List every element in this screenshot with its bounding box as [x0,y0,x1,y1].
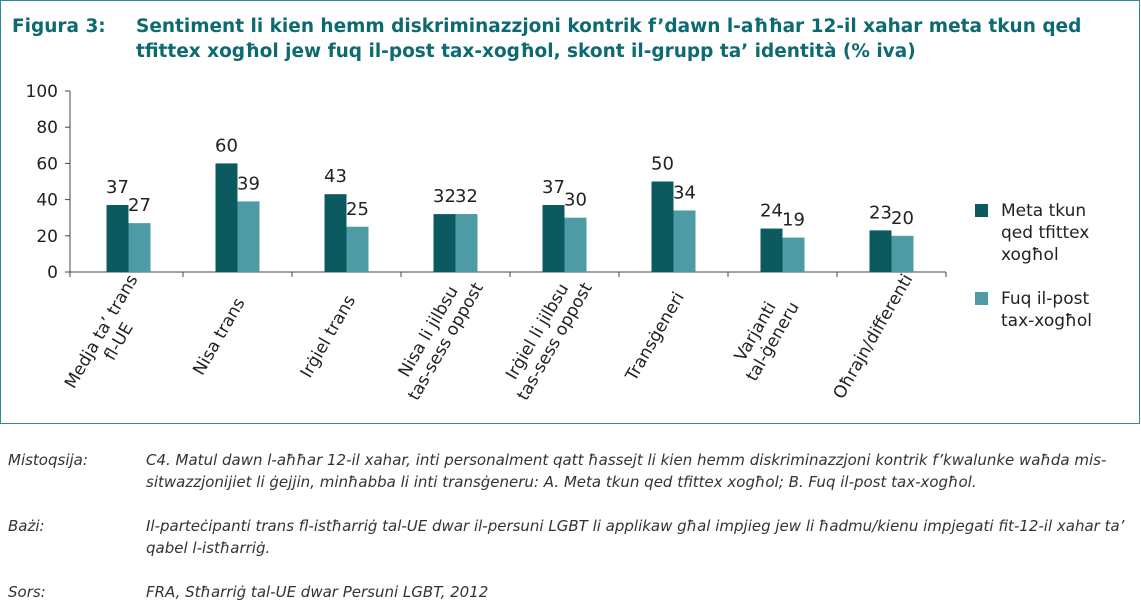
x-tick-label: Varjantital-ġeneru [725,289,804,385]
note: Sors: FRA, Stħarriġ tal-UE dwar Persuni L… [8,581,1131,603]
x-tick-label-line: Nisa trans [189,294,249,378]
note: Bażi: Il-parteċipanti trans fl-istħarriġ … [8,515,1131,559]
y-tick-label: 80 [36,118,58,138]
bar [673,210,696,272]
bar [215,163,238,272]
note-label: Sors: [8,583,46,601]
value-label: 32 [433,186,456,207]
value-label: 32 [455,186,478,207]
value-label: 60 [215,135,238,156]
legend-swatch [975,292,988,305]
x-tick-label: Oħrajn/differenti [830,271,918,403]
value-label: 27 [128,195,151,216]
x-tick-label-line: Irġiel trans [297,292,360,382]
value-label: 43 [324,166,347,187]
chart-title: Sentiment li kien hemm diskriminazzjoni … [136,16,1082,62]
x-tick-label: Transġeneri [621,289,688,386]
legend-swatch [975,204,988,217]
value-label: 37 [106,177,129,198]
value-label: 37 [542,177,565,198]
y-tick-label: 20 [36,227,58,247]
bar [455,214,478,272]
legend-label: Fuq il-post tax-xogħol [1001,289,1092,331]
x-tick-label: Nisa li jilbsutas-sess oppost [387,269,488,404]
note-label: Bażi: [8,517,45,535]
bar [237,201,260,272]
value-label: 25 [346,199,369,220]
value-label: 19 [782,210,805,231]
bar [128,223,151,272]
bar [891,235,914,272]
legend-item: Fuq il-post tax-xogħol [975,288,1121,332]
bar [542,205,565,272]
x-tick-label: Irġiel trans [297,292,360,382]
x-tick-label: Nisa trans [189,294,249,378]
bar [760,228,783,272]
figure-label: Figura 3: [12,16,106,37]
value-label: 23 [869,202,892,223]
note-text: FRA, Stħarriġ tal-UE dwar Persuni LGBT, … [146,583,489,601]
y-tick-label: 60 [36,154,58,174]
value-label: 30 [564,190,587,211]
y-tick-label: 0 [47,263,58,283]
legend-item: Meta tkun qed tfittex xogħol [975,200,1121,266]
x-tick-label-line: Oħrajn/differenti [830,271,918,403]
bar [869,230,892,272]
x-tick-label: Irġiel li jilbsutas-sess oppost [496,269,597,404]
note-text: Il-parteċipanti trans fl-istħarriġ tal-U… [146,517,1125,557]
note-label: Mistoqsija: [8,451,88,469]
note-text: C4. Matul dawn l-aħħar 12-il xahar, inti… [146,451,1107,491]
value-label: 24 [760,201,783,222]
bar [564,217,587,272]
bar [782,237,805,272]
bar [106,205,129,272]
legend-label: Meta tkun qed tfittex xogħol [1001,201,1090,265]
figure-frame [0,0,1140,424]
title-block: Figura 3: Sentiment li kien hemm diskrim… [12,14,1132,64]
x-tick-label-line: Transġeneri [621,289,688,386]
value-label: 34 [673,182,696,203]
bar [433,214,456,272]
y-tick-label: 40 [36,191,58,211]
bar [324,194,347,272]
value-label: 39 [237,173,260,194]
note: Mistoqsija: C4. Matul dawn l-aħħar 12-il … [8,449,1131,493]
bar [651,181,674,272]
value-label: 20 [891,208,914,229]
value-label: 50 [651,154,674,175]
bar [346,226,369,272]
x-tick-label: Medja ta’ transfl-UE [61,271,160,402]
y-tick-label: 100 [26,82,58,102]
